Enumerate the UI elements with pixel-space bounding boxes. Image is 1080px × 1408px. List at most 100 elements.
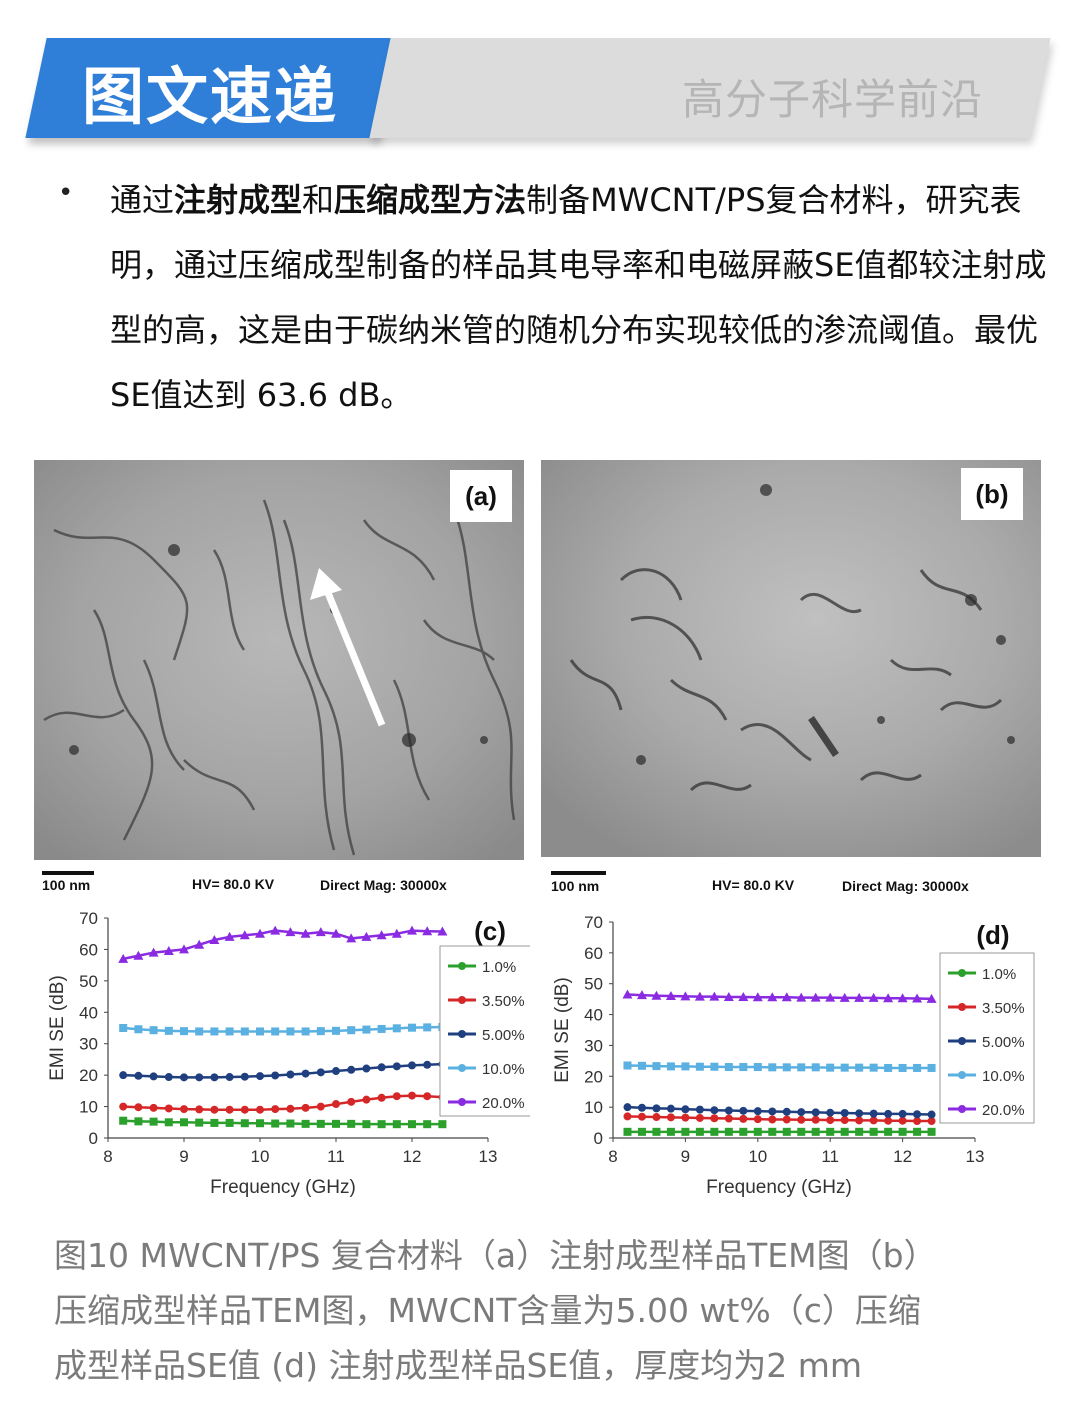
x-tick-label: 11: [821, 1147, 839, 1166]
legend-marker: [958, 1003, 966, 1011]
data-point: [316, 1068, 325, 1077]
data-point: [195, 1105, 204, 1114]
data-point: [796, 992, 807, 1002]
data-point: [724, 1114, 733, 1123]
data-point: [913, 1127, 922, 1136]
y-tick-label: 60: [584, 944, 603, 963]
data-point: [826, 1063, 835, 1072]
data-point: [636, 990, 647, 1000]
legend-marker: [458, 1064, 466, 1072]
data-point: [869, 1063, 878, 1072]
data-point: [724, 1063, 733, 1072]
data-point: [768, 1107, 777, 1116]
legend-label: 10.0%: [982, 1068, 1025, 1085]
data-point: [710, 1127, 719, 1136]
data-point: [811, 1108, 820, 1117]
data-point: [811, 1115, 820, 1124]
data-point: [407, 925, 417, 935]
y-tick-label: 70: [79, 909, 98, 928]
data-point: [376, 930, 387, 940]
data-point: [300, 928, 311, 938]
data-point: [855, 1116, 864, 1125]
data-point: [270, 925, 281, 935]
data-point: [149, 1072, 158, 1081]
data-point: [286, 1027, 295, 1036]
data-point: [797, 1108, 806, 1117]
x-tick-label: 9: [179, 1147, 188, 1166]
data-point: [119, 1024, 128, 1032]
data-point: [377, 1120, 386, 1129]
x-tick-label: 13: [966, 1147, 985, 1166]
data-point: [164, 1118, 173, 1127]
data-point: [408, 1023, 416, 1032]
data-point: [898, 1109, 907, 1118]
data-point: [768, 1063, 777, 1072]
data-point: [316, 1027, 325, 1036]
tem-texture-a: [34, 460, 524, 860]
data-point: [884, 1116, 893, 1125]
arrow-icon: [310, 568, 386, 727]
data-point: [927, 1127, 936, 1136]
data-point: [347, 1026, 356, 1035]
data-point: [869, 1109, 878, 1118]
data-point: [163, 946, 174, 955]
data-point: [753, 1063, 762, 1072]
data-point: [240, 1119, 249, 1128]
data-point: [797, 1127, 806, 1136]
scale-label-a: 100 nm: [42, 877, 91, 893]
data-point: [271, 1071, 280, 1080]
data-point: [438, 1120, 447, 1129]
data-point: [710, 1106, 719, 1115]
mag-label-a: Direct Mag: 30000x: [320, 877, 447, 893]
data-point: [652, 1127, 661, 1136]
data-point: [840, 1109, 849, 1118]
data-point: [622, 989, 633, 999]
caption-line-1: 图10 MWCNT/PS 复合材料（a）注射成型样品TEM图（b）: [54, 1236, 937, 1275]
data-point: [884, 1063, 893, 1072]
legend: 1.0% 3.50% 5.00% 10.0% 20.0%: [939, 952, 1035, 1124]
data-point: [651, 990, 662, 1000]
legend-label: 5.00%: [982, 1034, 1025, 1051]
series-line-20.0%: [627, 993, 932, 1001]
data-point: [927, 1063, 936, 1072]
data-point: [423, 1060, 432, 1069]
data-point: [898, 1063, 907, 1072]
data-point: [347, 1119, 356, 1128]
data-point: [392, 1062, 401, 1071]
data-point: [332, 1100, 340, 1109]
data-point: [377, 1093, 386, 1102]
legend-label: 1.0%: [482, 959, 516, 976]
tem-image-a: (a): [34, 460, 524, 860]
y-axis-title: EMI SE (dB): [47, 975, 68, 1081]
data-point: [623, 1112, 632, 1121]
data-point: [826, 1116, 835, 1125]
data-point: [666, 1062, 675, 1071]
data-point: [666, 1113, 675, 1122]
data-point: [194, 939, 205, 949]
text-segment: 通过: [110, 181, 175, 219]
y-tick-label: 70: [584, 913, 603, 932]
data-point: [391, 928, 402, 938]
data-point: [301, 1069, 310, 1078]
data-point: [239, 930, 250, 940]
data-point: [840, 1127, 849, 1136]
data-point: [118, 953, 129, 963]
data-point: [884, 1109, 893, 1118]
y-tick-label: 20: [79, 1066, 98, 1085]
data-point: [681, 1062, 690, 1071]
data-point: [897, 993, 908, 1003]
data-point: [695, 1105, 704, 1114]
data-point: [782, 1107, 791, 1116]
data-point: [637, 1103, 646, 1112]
data-point: [134, 1025, 143, 1034]
data-point: [225, 1027, 234, 1036]
legend-marker: [458, 1098, 466, 1106]
data-point: [134, 1117, 143, 1126]
legend-marker: [458, 962, 466, 970]
legend-label: 5.00%: [482, 1027, 525, 1044]
legend: 1.0% 3.50% 5.00% 10.0% 20.0%: [439, 945, 530, 1117]
mag-label-b: Direct Mag: 30000x: [842, 878, 969, 894]
data-point: [271, 1105, 280, 1114]
data-point: [898, 1116, 907, 1125]
data-point: [148, 947, 159, 957]
